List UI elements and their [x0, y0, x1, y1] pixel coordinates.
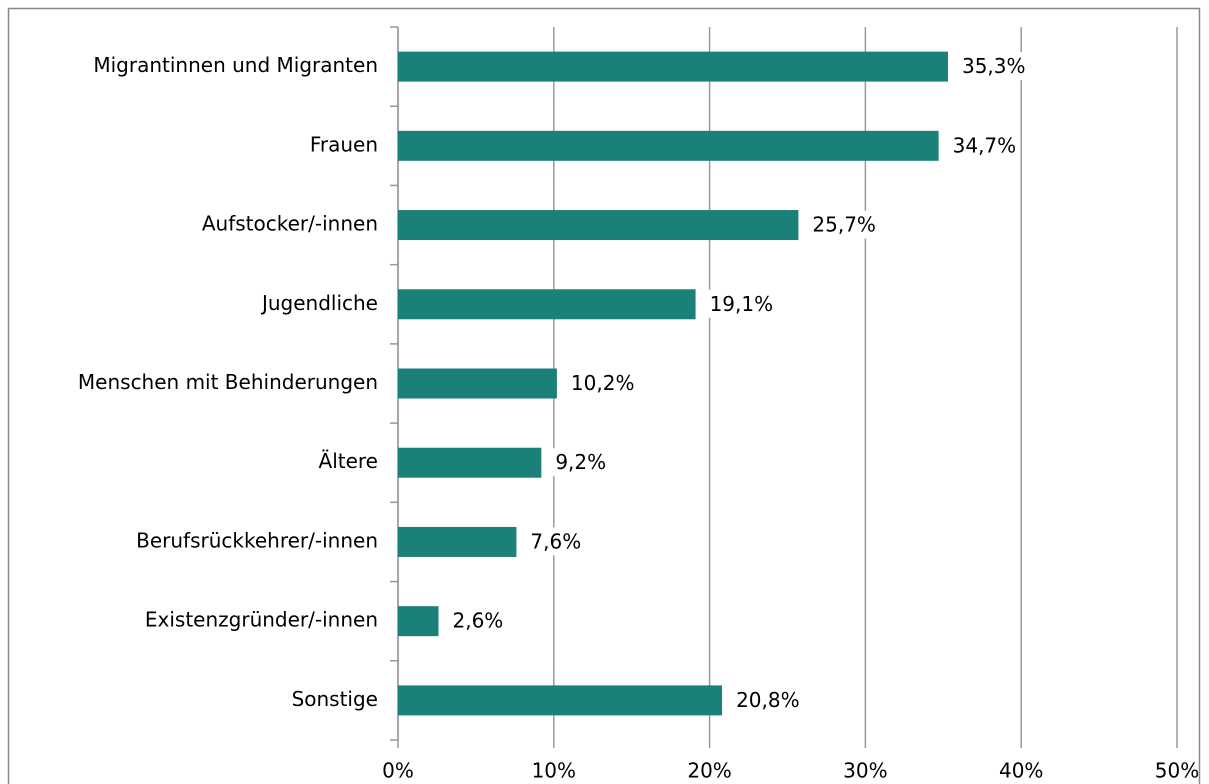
x-tick-label: 30% — [843, 759, 887, 783]
bar — [398, 368, 557, 399]
value-label-bg — [948, 131, 1021, 160]
y-tick-label: Menschen mit Behinderungen — [78, 370, 378, 394]
y-tick-label: Migrantinnen und Migranten — [93, 53, 378, 77]
x-tick-label: 20% — [687, 759, 731, 783]
value-label: 34,7% — [953, 133, 1017, 157]
y-tick-label: Sonstige — [292, 687, 378, 711]
value-label-bg — [705, 289, 778, 318]
bar — [398, 130, 939, 161]
x-tick-label: 40% — [999, 759, 1043, 783]
bar — [398, 447, 542, 478]
value-label: 2,6% — [453, 609, 504, 633]
value-label-bg — [551, 448, 611, 477]
value-label: 35,3% — [962, 54, 1026, 78]
value-label-bg — [448, 606, 508, 635]
y-tick-label: Aufstocker/-innen — [202, 212, 378, 236]
bar — [398, 210, 799, 241]
value-label-bg — [732, 685, 804, 714]
y-tick-label: Frauen — [310, 132, 378, 156]
bar — [398, 606, 439, 637]
y-tick-label: Jugendliche — [260, 291, 378, 315]
y-tick-label: Berufsrückkehrer/-innen — [136, 528, 378, 552]
value-label-bg — [566, 369, 639, 397]
value-label: 9,2% — [555, 450, 606, 474]
bar — [398, 51, 948, 82]
value-label-bg — [808, 210, 880, 239]
value-label-bg — [526, 527, 586, 556]
value-label: 20,8% — [736, 688, 800, 712]
bar — [398, 526, 517, 557]
value-label-bg — [957, 52, 1030, 81]
x-tick-label: 0% — [382, 759, 414, 783]
bar — [398, 685, 723, 716]
y-tick-label: Ältere — [319, 449, 378, 473]
value-label: 25,7% — [812, 213, 876, 237]
y-tick-label: Existenzgründer/-innen — [145, 608, 378, 632]
bar — [398, 289, 696, 320]
x-tick-label: 50% — [1155, 759, 1199, 783]
value-label: 7,6% — [530, 529, 581, 553]
value-label: 19,1% — [710, 292, 774, 316]
x-tick-label: 10% — [532, 759, 576, 783]
value-label: 10,2% — [571, 371, 635, 395]
